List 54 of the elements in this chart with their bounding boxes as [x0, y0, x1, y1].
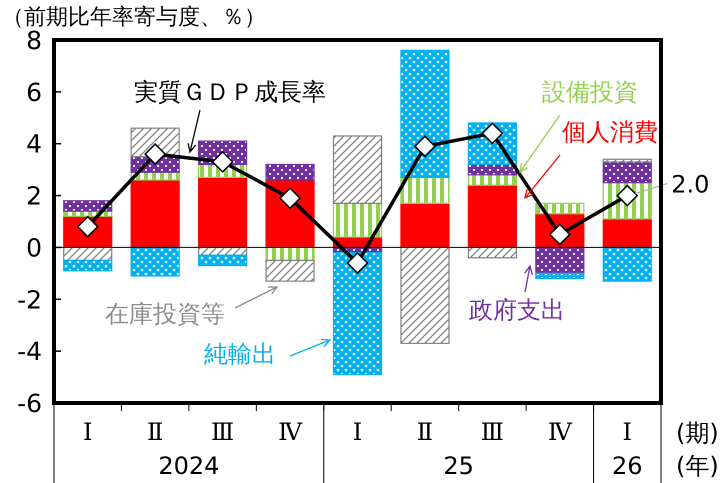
series-label: 実質ＧＤＰ成長率: [134, 78, 326, 106]
bar: [468, 184, 517, 248]
bar: [535, 272, 584, 280]
bar: [63, 200, 112, 212]
bar: [400, 176, 450, 204]
series-label: 在庫投資等: [105, 300, 225, 328]
y-tick-label: 6: [26, 78, 42, 107]
bar: [535, 202, 584, 214]
x-tick-label: Ⅳ: [278, 418, 304, 446]
point: [414, 136, 436, 158]
bar: [468, 174, 517, 186]
bar: [400, 50, 450, 178]
x-tick-label: Ⅳ: [548, 418, 573, 446]
x-tick-label: Ⅰ: [352, 418, 362, 446]
y-tick-label: 2: [26, 182, 42, 211]
text: 25: [443, 452, 474, 480]
series-label: 政府支出: [469, 296, 565, 324]
bar: [198, 254, 248, 266]
bar: [400, 202, 450, 248]
x-tick-label: Ⅱ: [147, 418, 164, 446]
y-tick-label: -4: [17, 337, 42, 366]
x-tick-label: Ⅲ: [211, 418, 234, 446]
text: 26: [612, 452, 643, 480]
x-tick-label: Ⅰ: [622, 418, 632, 446]
y-tick-label: -6: [17, 389, 42, 418]
bar: [332, 202, 382, 238]
y-tick-label: -2: [17, 285, 42, 314]
bar: [198, 176, 248, 248]
x-tick-label: Ⅰ: [82, 418, 92, 446]
bar: [400, 246, 450, 344]
bar: [468, 246, 517, 258]
bar: [602, 246, 652, 282]
bar: [332, 252, 382, 376]
text: (年): [676, 452, 719, 480]
point: [346, 252, 368, 274]
bar: [130, 246, 180, 277]
bar: [265, 164, 315, 181]
y-tick-label: 0: [26, 233, 42, 262]
bar: [535, 246, 584, 274]
bar: [63, 260, 112, 272]
y-tick-label: 4: [26, 130, 42, 159]
bar: [602, 218, 652, 248]
x-axis-title: (期): [676, 419, 719, 447]
bar: [602, 161, 652, 184]
bar: [265, 260, 315, 282]
data-label: 2.0: [671, 170, 710, 199]
bar: [602, 158, 652, 162]
point: [279, 187, 301, 209]
bar: [130, 179, 180, 248]
bar: [332, 135, 382, 204]
point: [144, 143, 166, 165]
x-tick-label: Ⅲ: [480, 418, 504, 446]
x-tick-label: Ⅱ: [416, 418, 434, 446]
text: 2024: [158, 452, 220, 480]
